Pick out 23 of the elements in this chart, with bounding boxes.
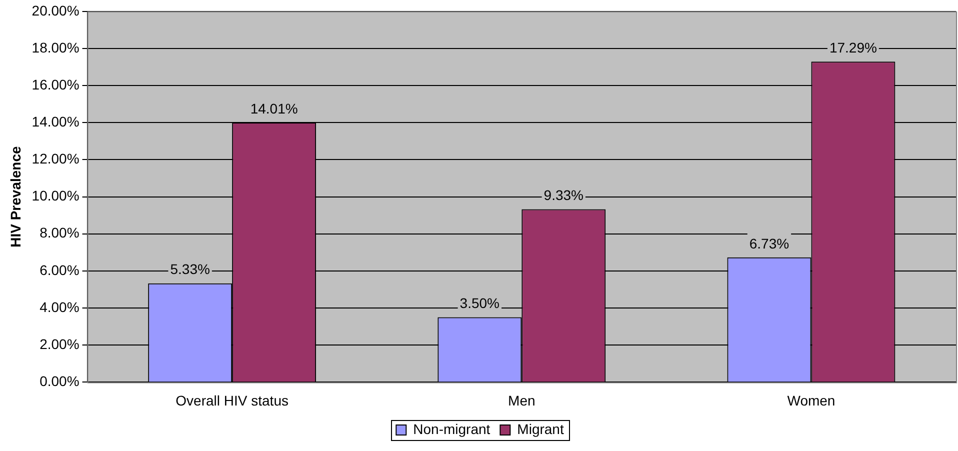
x-tick-label: Men xyxy=(508,392,536,408)
y-tick-label: 8.00% xyxy=(40,224,80,241)
y-tick-label: 10.00% xyxy=(32,188,80,204)
y-tick-label: 18.00% xyxy=(32,39,80,56)
y-tick-label: 4.00% xyxy=(40,298,80,315)
y-tick-label: 2.00% xyxy=(40,336,80,352)
y-tick-label: 12.00% xyxy=(32,150,80,167)
x-tick-label: Overall HIV status xyxy=(176,392,288,408)
y-tick-label: 20.00% xyxy=(32,2,80,18)
y-tick-label: 0.00% xyxy=(40,373,80,390)
y-tick-label: 14.00% xyxy=(32,114,80,130)
y-axis-title: HIV Prevalence xyxy=(7,146,24,248)
data-label: 9.33% xyxy=(544,187,584,204)
y-tick-label: 16.00% xyxy=(32,76,80,92)
data-label: 6.73% xyxy=(749,235,790,252)
data-label: 3.50% xyxy=(460,295,500,312)
x-tick-label: Women xyxy=(787,392,836,408)
data-label: 14.01% xyxy=(250,100,298,116)
legend-label: Non-migrant xyxy=(413,420,490,437)
legend-label: Migrant xyxy=(517,420,564,437)
data-label: 17.29% xyxy=(829,40,877,56)
data-label: 5.33% xyxy=(170,261,210,278)
y-tick-label: 6.00% xyxy=(40,262,80,278)
